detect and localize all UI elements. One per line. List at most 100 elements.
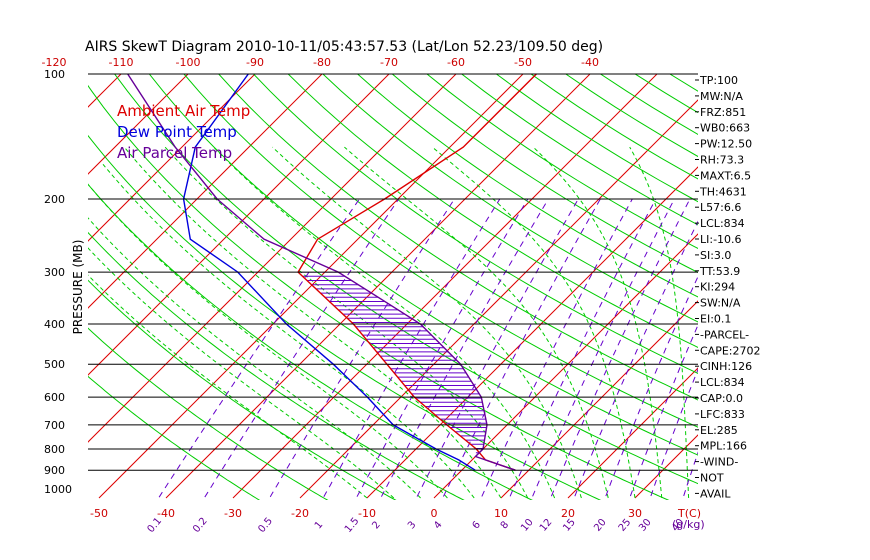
chart-title: AIRS SkewT Diagram 2010-10-11/05:43:57.5… (85, 39, 603, 55)
mixing-ratio-tick-label: 0.5 (256, 516, 275, 535)
moist-adiabat-line (88, 183, 448, 499)
top-temperature-tick-label: -90 (246, 56, 264, 69)
top-temperature-tick-label: -70 (380, 56, 398, 69)
pressure-tick-label: 500 (44, 358, 65, 371)
mixing-ratio-tick-label: 12 (538, 517, 555, 534)
series-line (182, 74, 476, 471)
isotherm-line (88, 74, 256, 242)
isotherm-line (836, 34, 870, 498)
index-entry: EI:0.1 (700, 313, 731, 326)
dry-adiabat-line (88, 231, 465, 500)
bottom-temperature-tick-label: -30 (224, 507, 242, 520)
legend: Ambient Air Temp Dew Point Temp Air Parcel… (117, 102, 250, 162)
mixing-ratio-tick-label: 10 (519, 517, 536, 534)
mixing-ratio-line (441, 198, 601, 500)
index-entry: MW:N/A (700, 90, 743, 103)
top-temperature-tick-label: -50 (514, 56, 532, 69)
bottom-temperature-tick-label: 10 (494, 507, 508, 520)
isotherm-line (165, 74, 591, 499)
series-line (297, 74, 537, 471)
mixing-ratio-line (549, 198, 691, 500)
isotherm-line (769, 34, 870, 498)
pressure-tick-label: 700 (44, 419, 65, 432)
index-entry: RH:73.3 (700, 154, 744, 167)
bottom-temperature-tick-label: -40 (157, 507, 175, 520)
moist-adiabat-line (164, 146, 529, 499)
dry-adiabat-line (641, 34, 870, 507)
pressure-tick-label: 600 (44, 391, 65, 404)
index-entry: CAPE:2702 (700, 344, 761, 357)
index-entry: MPL:166 (700, 440, 747, 453)
mixing-ratio-line (572, 220, 698, 500)
dry-adiabat-line (495, 74, 698, 203)
index-entry: TT:53.9 (699, 265, 740, 278)
index-entry: FRZ:851 (700, 106, 746, 119)
mixing-ratio-line (479, 198, 633, 500)
index-entry: CAP:0.0 (700, 392, 743, 405)
mixing-ratio-line (628, 323, 698, 500)
mixing-ratio-line (507, 198, 657, 500)
mixing-ratio-line (603, 275, 698, 500)
dry-adiabat-line (113, 74, 698, 485)
mixing-ratio-tick-label: 8 (499, 519, 512, 531)
isotherm-line (500, 300, 698, 499)
dry-adiabat-line (322, 74, 698, 323)
isotherm-line (299, 99, 698, 499)
bottom-temperature-tick-label: 20 (561, 507, 575, 520)
dry-adiabats (88, 34, 870, 507)
mixing-ratio-tick-label: 3 (406, 519, 419, 531)
isotherm-line (433, 233, 698, 499)
top-temperature-tick-label: -120 (42, 56, 67, 69)
dry-adiabat-line (148, 74, 698, 456)
dry-adiabat-line (426, 74, 698, 250)
isotherm-line (88, 74, 323, 309)
index-entry: L57:6.6 (700, 201, 741, 214)
mixing-ratio-ticks: 0.1 0.2 0.5 1 1.5 2 3 4 6 8 10 12 15 20 25 30 40 (146, 516, 687, 535)
dry-adiabat-line (183, 74, 698, 428)
moist-adiabat-line (431, 146, 636, 499)
mixing-ratio-line (414, 198, 579, 500)
dry-adiabat-line (356, 74, 698, 298)
dry-adiabat-line (88, 183, 533, 500)
index-entry: LCL:834 (700, 376, 745, 389)
bottom-temperature-tick-label: -50 (90, 507, 108, 520)
mixing-ratio-tick-label: 1 (313, 519, 326, 531)
dry-adiabat-line (287, 74, 698, 348)
dry-adiabat-line (88, 279, 397, 500)
legend-entry: Air Parcel Temp (117, 144, 232, 162)
dry-adiabat-line (804, 34, 870, 507)
mixing-ratio-line (156, 198, 360, 500)
isotherm-line (0, 34, 27, 498)
bottom-temperature-ticks: -50 -40 -30 -20 -10 0 10 20 30 (90, 507, 642, 520)
isotherm-line (88, 74, 189, 175)
mixing-ratio-line (202, 198, 400, 500)
isobars (88, 73, 698, 471)
mixing-ratio-line (267, 198, 455, 500)
mixing-ratio-line (530, 198, 675, 500)
moist-adiabat-line (88, 247, 395, 499)
mixing-ratio-line (648, 368, 698, 500)
mixing-ratio-tick-label: 4 (432, 519, 445, 531)
dry-adiabat-line (252, 74, 698, 374)
mixing-ratio-tick-label: 20 (592, 517, 609, 534)
dry-adiabat-line (88, 134, 602, 500)
top-temperature-tick-label: -80 (313, 56, 331, 69)
index-entry: LI:-10.6 (700, 233, 742, 246)
pressure-tick-label: 1000 (44, 483, 72, 496)
dry-adiabat-line (772, 34, 870, 507)
isotherm-line (232, 74, 658, 499)
pressure-tick-label: 900 (44, 464, 65, 477)
index-entry: TH:4631 (699, 185, 747, 198)
dry-adiabat-line (564, 74, 698, 158)
index-entry: MAXT:6.5 (700, 169, 751, 182)
top-temperature-tick-label: -110 (109, 56, 134, 69)
mixing-ratio-line (379, 198, 549, 500)
isotherm-line (567, 367, 698, 499)
index-entry: AVAIL (700, 487, 731, 500)
mixing-unit-label: (g/kg) (672, 518, 705, 531)
moist-adiabat-line (629, 146, 690, 498)
index-entry: SI:3.0 (700, 249, 731, 262)
pressure-tick-label: 200 (44, 193, 65, 206)
index-entry: WB0:663 (700, 122, 750, 135)
